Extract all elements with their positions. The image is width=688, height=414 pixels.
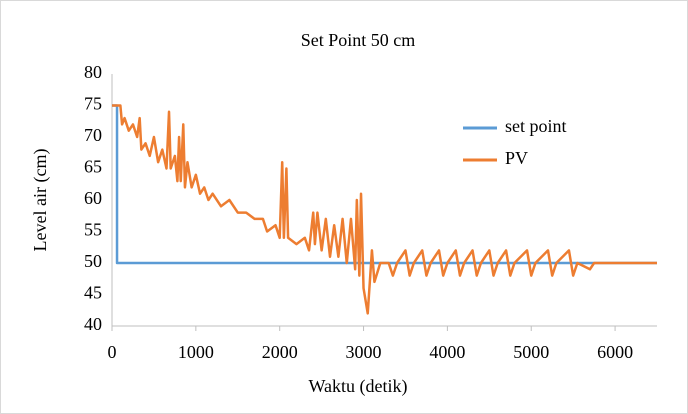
y-tick-label: 80 — [84, 62, 102, 82]
legend-label: PV — [505, 148, 528, 168]
y-tick-label: 50 — [84, 251, 102, 271]
y-tick-label: 40 — [84, 314, 102, 334]
x-tick-label: 4000 — [429, 342, 465, 362]
x-tick-label: 3000 — [346, 342, 382, 362]
x-tick-label: 6000 — [597, 342, 633, 362]
y-axis-label: Level air (cm) — [30, 149, 51, 252]
x-tick-label: 0 — [108, 342, 117, 362]
x-tick-label: 2000 — [262, 342, 298, 362]
x-tick-label: 1000 — [178, 342, 214, 362]
y-tick-label: 65 — [84, 157, 102, 177]
x-tick-label: 5000 — [513, 342, 549, 362]
x-axis-label: Waktu (detik) — [308, 376, 407, 397]
y-tick-label: 75 — [84, 94, 102, 114]
y-tick-label: 70 — [84, 125, 102, 145]
series-line — [112, 104, 657, 315]
chart-title: Set Point 50 cm — [301, 30, 416, 50]
y-tick-label: 55 — [84, 220, 102, 240]
legend-label: set point — [505, 116, 567, 136]
y-tick-label: 45 — [84, 283, 102, 303]
y-tick-label: 60 — [84, 188, 102, 208]
